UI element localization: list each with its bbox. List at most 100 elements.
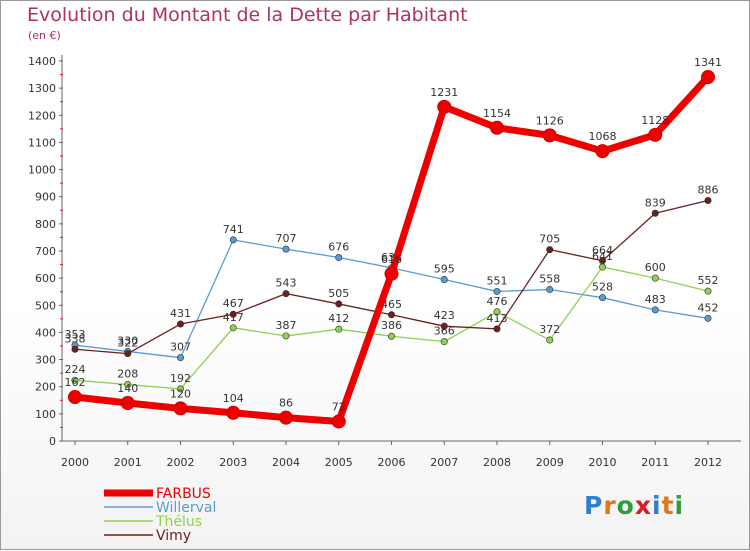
data-label: 120 — [170, 387, 191, 400]
chart-title: Evolution du Montant de la Dette par Hab… — [27, 4, 468, 26]
x-tick-label: 2001 — [114, 456, 142, 469]
x-tick-label: 2003 — [219, 456, 247, 469]
data-label: 307 — [170, 341, 191, 354]
data-point — [335, 300, 343, 308]
data-label: 595 — [434, 263, 455, 276]
y-tick-label: 300 — [35, 354, 56, 367]
data-point — [226, 405, 241, 420]
proxiti-logo: Proxiti — [584, 491, 684, 520]
data-point — [384, 266, 399, 281]
data-point — [173, 401, 188, 416]
data-label: 552 — [698, 274, 719, 287]
data-point — [229, 310, 237, 318]
legend-label: Thélus — [155, 514, 202, 530]
data-point — [701, 70, 715, 85]
x-tick-label: 2000 — [61, 456, 89, 469]
data-label: 366 — [434, 325, 455, 338]
data-label: 1231 — [430, 86, 458, 99]
data-point — [595, 144, 610, 159]
data-label: 1126 — [536, 114, 564, 127]
logo-letter: i — [652, 491, 662, 520]
y-tick-label: 1400 — [28, 55, 56, 68]
x-tick-label: 2005 — [325, 456, 353, 469]
data-point — [71, 345, 79, 353]
legend-label: Willerval — [156, 500, 216, 516]
data-label: 551 — [487, 274, 508, 287]
data-label: 467 — [223, 297, 244, 310]
logo-letter: o — [616, 491, 635, 520]
data-label: 372 — [539, 323, 560, 336]
data-label: 192 — [170, 372, 191, 385]
data-label: 353 — [65, 328, 86, 341]
y-tick-label: 500 — [35, 299, 56, 312]
data-label: 72 — [332, 400, 346, 413]
logo-letter: t — [661, 491, 675, 520]
data-label: 224 — [65, 363, 86, 376]
data-label: 431 — [170, 307, 191, 320]
data-label: 104 — [223, 392, 244, 405]
data-point — [493, 325, 501, 333]
data-point — [177, 354, 185, 362]
data-point — [546, 336, 554, 344]
data-label: 483 — [645, 293, 666, 306]
y-tick-label: 100 — [35, 408, 56, 421]
data-label: 1154 — [483, 107, 511, 120]
data-point — [440, 322, 448, 330]
data-point — [335, 254, 343, 262]
data-point — [177, 320, 185, 328]
data-point — [229, 236, 237, 244]
data-label: 86 — [279, 397, 293, 410]
data-label: 707 — [276, 232, 297, 245]
data-point — [598, 257, 606, 265]
data-label: 338 — [65, 332, 86, 345]
data-point — [704, 287, 712, 295]
x-tick-label: 2006 — [378, 456, 406, 469]
data-label: 600 — [645, 261, 666, 274]
data-label: 886 — [698, 184, 719, 197]
x-tick-label: 2010 — [589, 456, 617, 469]
data-label: 322 — [117, 337, 138, 350]
x-tick-label: 2004 — [272, 456, 300, 469]
logo-letter: P — [584, 491, 604, 520]
data-label: 413 — [487, 312, 508, 325]
data-label: 140 — [117, 382, 138, 395]
data-point — [598, 294, 606, 302]
data-point — [704, 197, 712, 205]
data-label: 452 — [698, 301, 719, 314]
y-tick-label: 400 — [35, 326, 56, 339]
data-point — [282, 245, 290, 253]
data-point — [282, 290, 290, 298]
data-point — [282, 332, 290, 340]
data-label: 387 — [276, 319, 297, 332]
y-tick-label: 1200 — [28, 109, 56, 122]
data-label: 543 — [276, 277, 297, 290]
data-label: 1128 — [641, 114, 669, 127]
data-point — [651, 274, 659, 282]
data-label: 1068 — [589, 130, 617, 143]
data-point — [71, 376, 79, 384]
data-point — [440, 338, 448, 346]
data-point — [124, 381, 132, 389]
data-point — [598, 263, 606, 271]
data-label: 505 — [328, 287, 349, 300]
logo-letter: i — [674, 491, 685, 520]
data-label: 162 — [65, 376, 86, 389]
x-tick-label: 2009 — [536, 456, 564, 469]
data-label: 476 — [487, 295, 508, 308]
y-tick-label: 800 — [35, 218, 56, 231]
data-label: 465 — [381, 298, 402, 311]
data-point — [440, 275, 448, 283]
x-tick-label: 2007 — [430, 456, 458, 469]
series-line-farbus — [74, 74, 711, 425]
data-point — [124, 350, 132, 358]
data-label: 208 — [117, 368, 138, 381]
data-point — [279, 410, 293, 425]
data-point — [387, 332, 395, 340]
y-tick-label: 1000 — [28, 164, 56, 177]
y-tick-label: 1300 — [28, 82, 56, 95]
data-point — [542, 128, 557, 143]
data-point — [546, 286, 554, 294]
data-point — [120, 396, 135, 410]
